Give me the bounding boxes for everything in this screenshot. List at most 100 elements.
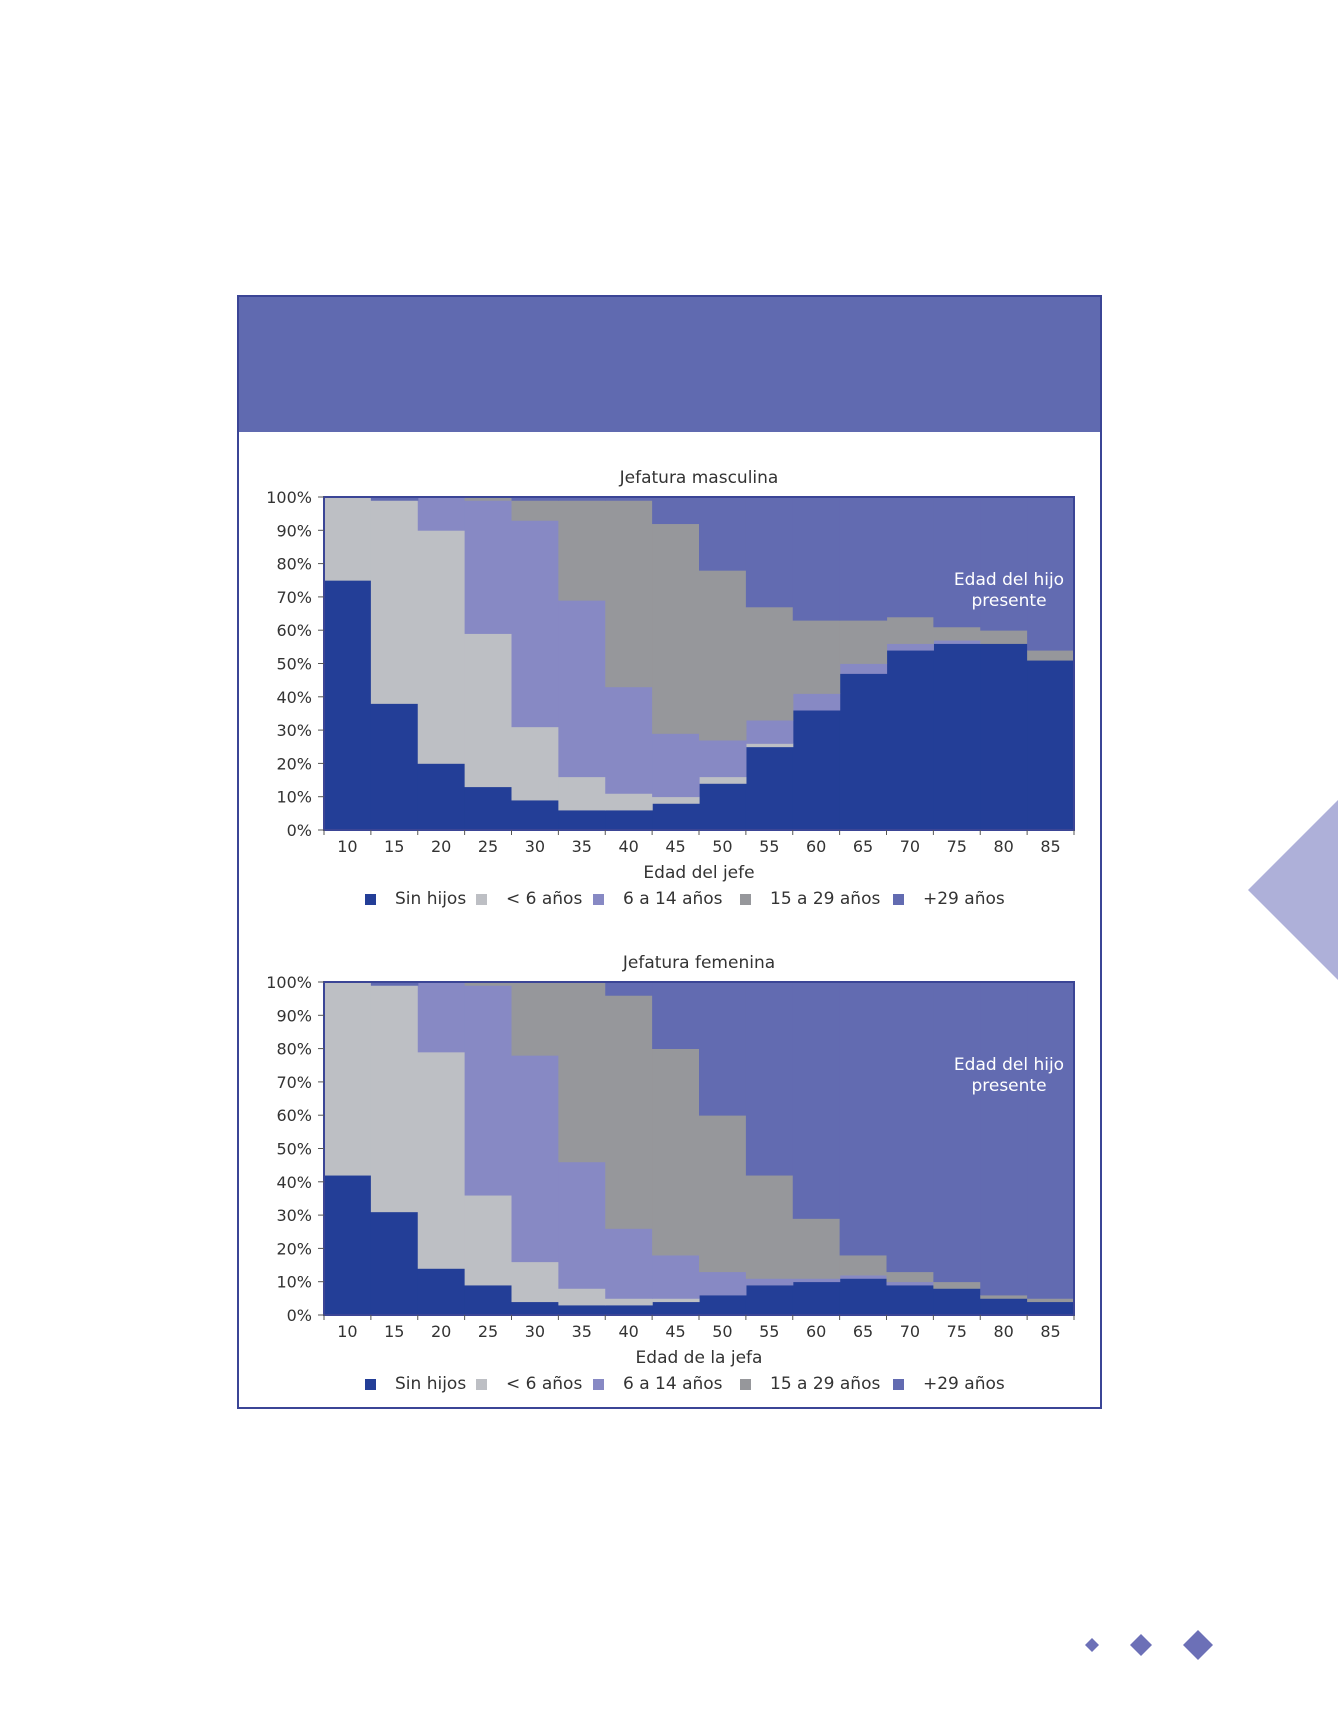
x-tick-label: 80 (994, 1322, 1014, 1341)
bar-segment (511, 497, 559, 501)
bar-segment (370, 500, 419, 704)
x-tick-label: 65 (853, 837, 873, 856)
bar-segment (464, 786, 513, 831)
bar-segment (1027, 1298, 1075, 1303)
bar-segment (605, 1305, 653, 1316)
bar-segment (980, 1295, 1028, 1299)
bar-segment (933, 497, 981, 628)
bar-segment (558, 1288, 606, 1306)
legend-label: +29 años (923, 889, 1005, 909)
bar-segment (652, 1255, 700, 1299)
series-15-a-29-a-os (464, 497, 1075, 741)
legend-label: Sin hijos (395, 1374, 466, 1394)
bar-segment (511, 800, 559, 831)
bar-segment (886, 643, 934, 651)
series-6-a-14-a-os (417, 982, 934, 1299)
x-tick-label: 15 (384, 837, 404, 856)
bar-segment (417, 1051, 466, 1269)
legend-item-15-a-29-a-os: 15 a 29 años (740, 889, 880, 909)
bar-segment (417, 530, 466, 764)
y-tick-label: 90% (276, 1006, 312, 1025)
legend-swatch (740, 894, 751, 905)
x-tick-label: 60 (806, 837, 826, 856)
bar-segment (511, 500, 559, 521)
y-tick-label: 80% (276, 555, 312, 574)
bar-segment (464, 985, 513, 1196)
legend-swatch (476, 1379, 487, 1390)
chart-title: Jefatura masculina (619, 468, 779, 488)
bar-segment (839, 982, 888, 1256)
header-band (239, 297, 1100, 432)
x-tick-label: 10 (337, 837, 357, 856)
bar-segment (605, 810, 653, 831)
bar-segment (980, 643, 1028, 831)
x-tick-label: 25 (478, 1322, 498, 1341)
bar-segment (933, 626, 981, 641)
bar-segment (370, 703, 419, 831)
decorative-triangle (1248, 800, 1338, 980)
y-tick-label: 70% (276, 588, 312, 607)
x-tick-label: 30 (525, 837, 545, 856)
bar-segment (558, 810, 606, 831)
bar-segment (324, 982, 372, 1176)
bar-segment (886, 616, 934, 644)
bar-segment (464, 1285, 513, 1316)
x-tick-label: 30 (525, 1322, 545, 1341)
bar-segment (792, 497, 841, 621)
x-tick-label: 40 (619, 1322, 639, 1341)
legend-swatch (365, 894, 376, 905)
legend-item-6-a-os: < 6 años (476, 889, 582, 909)
small-diamond-icon (1085, 1638, 1099, 1652)
legend-label: Sin hijos (395, 889, 466, 909)
bar-segment (652, 523, 700, 734)
legend-label: +29 años (923, 1374, 1005, 1394)
bar-segment (370, 982, 419, 986)
chart-jefatura-femenina: Jefatura femenina 0% 10% 20% 30% 40% 50% 60% 70%… (266, 953, 1075, 1394)
bar-segment (605, 1228, 653, 1299)
legend-item-29-a-os: +29 años (893, 889, 1005, 909)
bar-segment (792, 710, 841, 831)
bar-segment (933, 982, 981, 1283)
bar-segment (605, 982, 653, 996)
bar-segment (558, 982, 606, 1163)
y-tick-label: 20% (276, 754, 312, 773)
x-tick-label: 75 (947, 1322, 967, 1341)
bar-segment (745, 1285, 794, 1316)
x-tick-label: 45 (665, 1322, 685, 1341)
bar-segment (558, 1161, 606, 1289)
bar-segment (886, 982, 934, 1273)
bar-segment (605, 793, 653, 811)
y-tick-label: 0% (287, 1306, 312, 1325)
y-tick-label: 40% (276, 688, 312, 707)
bar-segment (652, 497, 700, 525)
bar-segment (370, 497, 419, 501)
bar-segment (652, 982, 700, 1049)
bar-segment (605, 995, 653, 1229)
bar-segment (699, 1295, 747, 1316)
chart-title: Jefatura femenina (622, 953, 775, 973)
legend-swatch (593, 894, 604, 905)
bar-segment (652, 1298, 700, 1303)
bar-segment (745, 497, 794, 608)
x-tick-label: 35 (572, 837, 592, 856)
y-tick-label: 10% (276, 1273, 312, 1292)
y-tick-label: 40% (276, 1173, 312, 1192)
y-tick-label: 50% (276, 1140, 312, 1159)
decorative-triangle-icon (1248, 800, 1338, 980)
bar-segment (511, 520, 559, 728)
bar-segment (699, 1271, 747, 1296)
legend-swatch (365, 1379, 376, 1390)
bar-segment (699, 783, 747, 831)
bar-segment (699, 776, 747, 784)
bar-segment (886, 497, 934, 618)
bar-segment (933, 1288, 981, 1316)
bar-segment (839, 497, 888, 621)
annotation-line: Edad del hijo (954, 570, 1064, 590)
bar-segment (839, 663, 888, 674)
series-sin-hijos (324, 1175, 1075, 1316)
bar-segment (745, 982, 794, 1176)
x-tick-label: 85 (1040, 1322, 1060, 1341)
y-tick-label: 80% (276, 1040, 312, 1059)
